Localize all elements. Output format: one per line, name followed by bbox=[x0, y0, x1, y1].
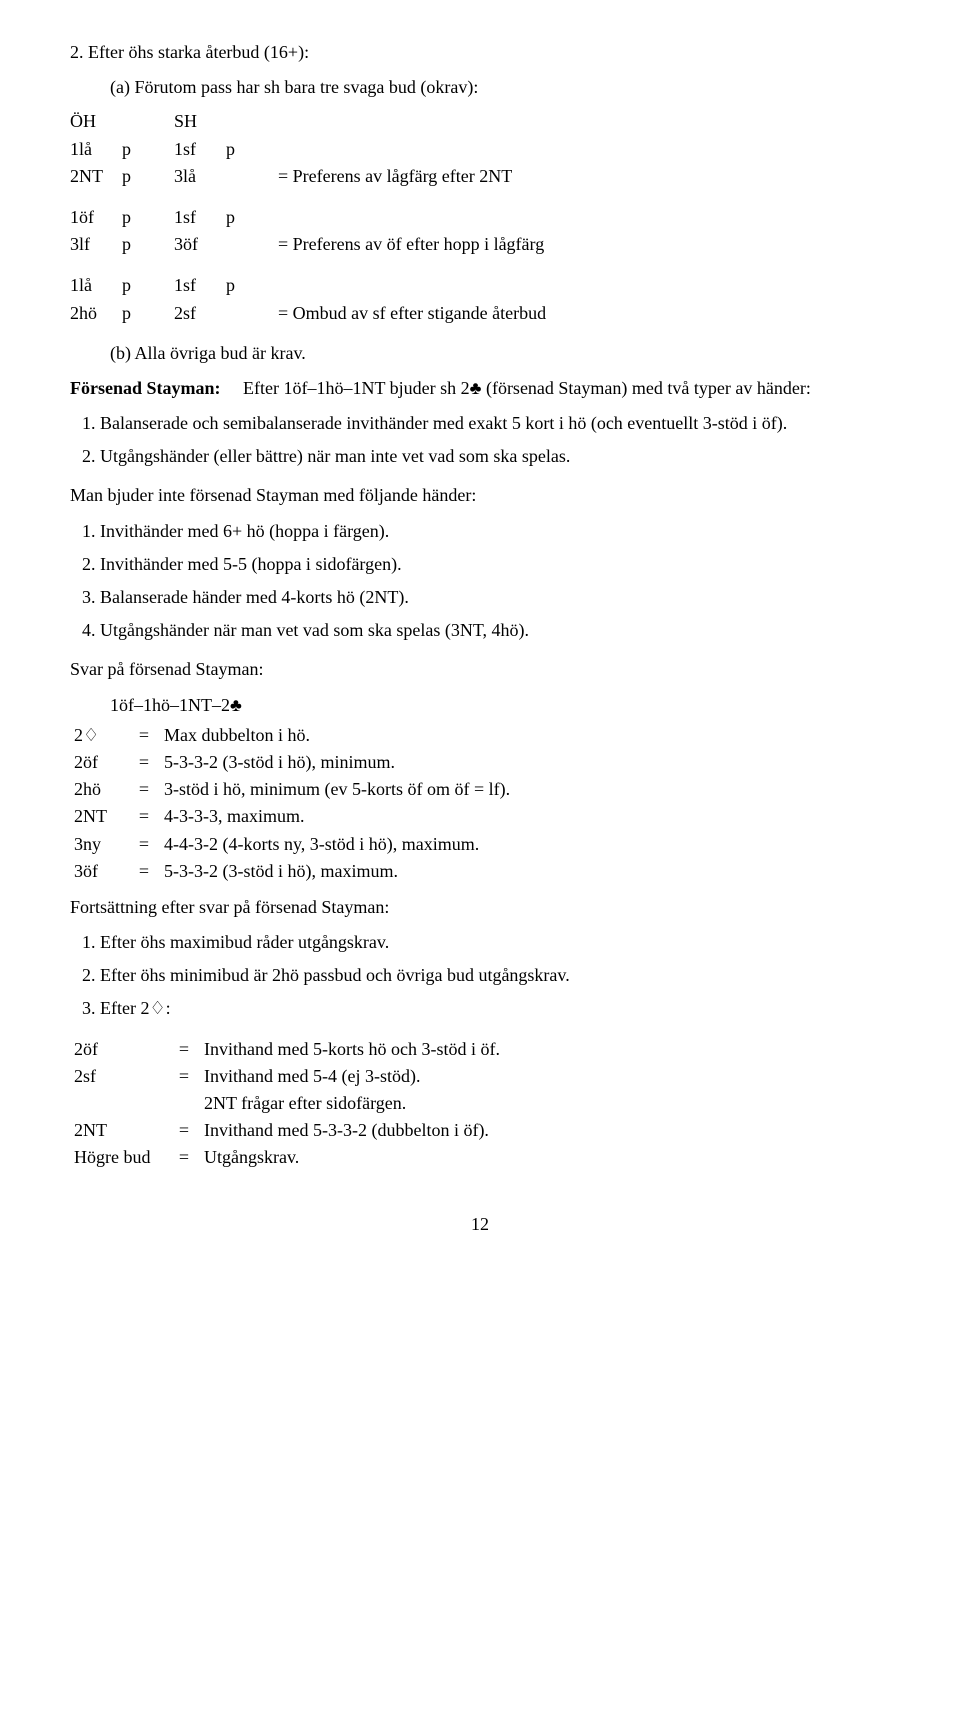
cell-note: = Preferens av lågfärg efter 2NT bbox=[278, 163, 522, 190]
response-sequence: 1öf–1hö–1NT–2♣ bbox=[110, 693, 890, 718]
stayman-paragraph: Försenad Stayman: Efter 1öf–1hö–1NT bjud… bbox=[70, 376, 890, 401]
cell: p bbox=[122, 231, 174, 258]
item-a-label: (a) bbox=[110, 77, 130, 97]
item-b-label: (b) bbox=[110, 343, 131, 363]
cell: p bbox=[122, 163, 174, 190]
bid-table-1: ÖH SH 1lå p 1sf p 2NT p 3lå = Preferens … bbox=[70, 108, 522, 190]
list-item: Balanserade och semibalanserade invithän… bbox=[100, 411, 890, 436]
follow-val: Utgångskrav. bbox=[200, 1144, 504, 1171]
cell: 1lå bbox=[70, 136, 122, 163]
cell-note: = Ombud av sf efter stigande återbud bbox=[278, 300, 556, 327]
list-item: Utgångshänder när man vet vad som ska sp… bbox=[100, 618, 890, 643]
cell: 2hö bbox=[70, 300, 122, 327]
cell: ÖH bbox=[70, 108, 122, 135]
cell: p bbox=[122, 272, 174, 299]
list-item: Efter öhs minimibud är 2hö passbud och ö… bbox=[100, 963, 890, 988]
cell: 1sf bbox=[174, 136, 226, 163]
resp-key: 2hö bbox=[70, 776, 128, 803]
equals: = bbox=[168, 1117, 200, 1144]
cell: 1öf bbox=[70, 204, 122, 231]
heading-text: Efter öhs starka återbud (16+): bbox=[88, 42, 309, 62]
resp-key: 2♢ bbox=[70, 722, 128, 749]
list-item: Invithänder med 6+ hö (hoppa i färgen). bbox=[100, 519, 890, 544]
cell: 3lå bbox=[174, 163, 226, 190]
follow-val: Invithand med 5-3-3-2 (dubbelton i öf). bbox=[200, 1117, 504, 1144]
cell: p bbox=[122, 300, 174, 327]
cell: 1lå bbox=[70, 272, 122, 299]
responses-table: 2♢ = Max dubbelton i hö. 2öf = 5-3-3-2 (… bbox=[70, 722, 514, 885]
resp-key: 2öf bbox=[70, 749, 128, 776]
stayman-label: Försenad Stayman: bbox=[70, 378, 221, 398]
resp-key: 3öf bbox=[70, 858, 128, 885]
continuation-label: Fortsättning efter svar på försenad Stay… bbox=[70, 895, 890, 920]
follow-key: 2sf bbox=[70, 1063, 168, 1090]
follow-key: Högre bud bbox=[70, 1144, 168, 1171]
equals: = bbox=[128, 858, 160, 885]
continuation-list: Efter öhs maximibud råder utgångskrav. E… bbox=[70, 930, 890, 1022]
heading-num: 2. bbox=[70, 42, 84, 62]
item-b-text: Alla övriga bud är krav. bbox=[135, 343, 306, 363]
stayman-text: Efter 1öf–1hö–1NT bjuder sh 2♣ (försenad… bbox=[243, 378, 811, 398]
section-heading: 2. Efter öhs starka återbud (16+): bbox=[70, 40, 890, 65]
resp-val: 4-3-3-3, maximum. bbox=[160, 803, 514, 830]
follow-val: Invithand med 5-korts hö och 3-stöd i öf… bbox=[200, 1036, 504, 1063]
cell: p bbox=[226, 272, 278, 299]
cell: 3lf bbox=[70, 231, 122, 258]
cell: p bbox=[122, 204, 174, 231]
equals: = bbox=[128, 749, 160, 776]
followup-table: 2öf = Invithand med 5-korts hö och 3-stö… bbox=[70, 1036, 504, 1172]
equals: = bbox=[168, 1063, 200, 1090]
follow-key: 2NT bbox=[70, 1117, 168, 1144]
follow-val: 2NT frågar efter sidofärgen. bbox=[200, 1090, 504, 1117]
cell: 3öf bbox=[174, 231, 226, 258]
resp-val: 5-3-3-2 (3-stöd i hö), minimum. bbox=[160, 749, 514, 776]
page-number: 12 bbox=[70, 1212, 890, 1237]
list-item: Utgångshänder (eller bättre) när man int… bbox=[100, 444, 890, 469]
equals: = bbox=[128, 803, 160, 830]
cell: 1sf bbox=[174, 272, 226, 299]
resp-val: 3-stöd i hö, minimum (ev 5-korts öf om ö… bbox=[160, 776, 514, 803]
cell: p bbox=[226, 204, 278, 231]
equals: = bbox=[128, 722, 160, 749]
equals: = bbox=[128, 776, 160, 803]
bid-table-2: 1öf p 1sf p 3lf p 3öf = Preferens av öf … bbox=[70, 204, 554, 258]
resp-key: 2NT bbox=[70, 803, 128, 830]
resp-val: Max dubbelton i hö. bbox=[160, 722, 514, 749]
resp-val: 5-3-3-2 (3-stöd i hö), maximum. bbox=[160, 858, 514, 885]
stayman-hand-types: Balanserade och semibalanserade invithän… bbox=[70, 411, 890, 469]
item-a-text: Förutom pass har sh bara tre svaga bud (… bbox=[134, 77, 478, 97]
equals: = bbox=[168, 1144, 200, 1171]
not-with-list: Invithänder med 6+ hö (hoppa i färgen). … bbox=[70, 519, 890, 644]
equals: = bbox=[128, 831, 160, 858]
list-item: Invithänder med 5-5 (hoppa i sidofärgen)… bbox=[100, 552, 890, 577]
cell: p bbox=[122, 136, 174, 163]
cell: p bbox=[226, 136, 278, 163]
cell-note: = Preferens av öf efter hopp i lågfärg bbox=[278, 231, 554, 258]
list-item: Efter öhs maximibud råder utgångskrav. bbox=[100, 930, 890, 955]
cell: 2sf bbox=[174, 300, 226, 327]
resp-key: 3ny bbox=[70, 831, 128, 858]
follow-val: Invithand med 5-4 (ej 3-stöd). bbox=[200, 1063, 504, 1090]
not-with-label: Man bjuder inte försenad Stayman med föl… bbox=[70, 483, 890, 508]
cell: SH bbox=[174, 108, 226, 135]
equals: = bbox=[168, 1036, 200, 1063]
list-item: Balanserade händer med 4-korts hö (2NT). bbox=[100, 585, 890, 610]
cell: 2NT bbox=[70, 163, 122, 190]
bid-table-3: 1lå p 1sf p 2hö p 2sf = Ombud av sf efte… bbox=[70, 272, 556, 326]
cell: 1sf bbox=[174, 204, 226, 231]
responses-label: Svar på försenad Stayman: bbox=[70, 657, 890, 682]
follow-key: 2öf bbox=[70, 1036, 168, 1063]
resp-val: 4-4-3-2 (4-korts ny, 3-stöd i hö), maxim… bbox=[160, 831, 514, 858]
list-item: Efter 2♢: bbox=[100, 996, 890, 1021]
